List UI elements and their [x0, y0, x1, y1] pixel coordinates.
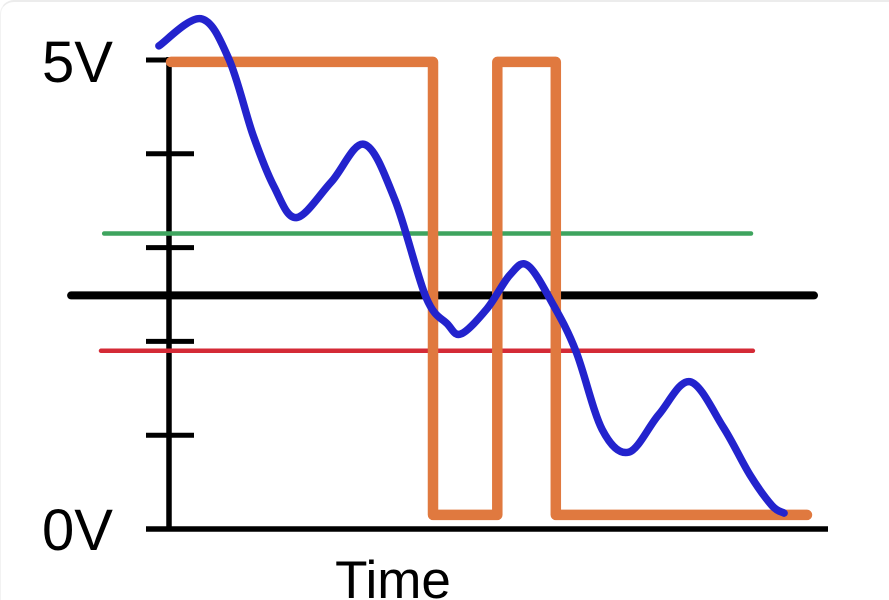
y-axis-label-5v: 5V — [42, 30, 113, 95]
signal-traces — [155, 14, 813, 521]
x-axis-label-time: Time — [335, 551, 451, 600]
analog-signal-curve — [155, 14, 788, 517]
y-axis-label-0v: 0V — [42, 498, 113, 563]
digital-output-trace — [165, 56, 813, 521]
threshold-lines — [67, 231, 818, 354]
